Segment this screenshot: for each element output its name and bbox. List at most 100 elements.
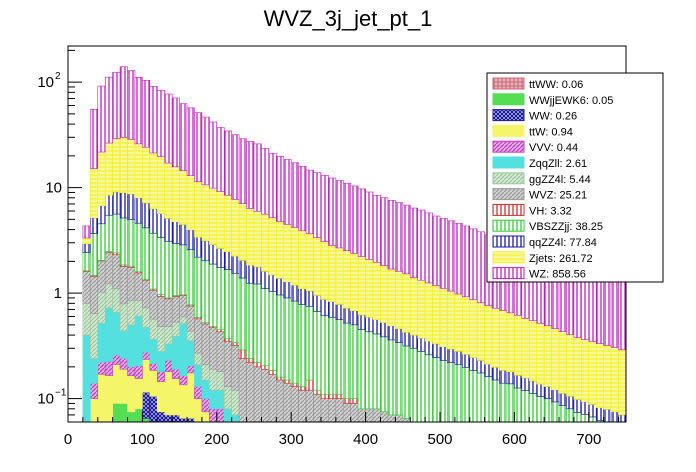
- legend-label: Zjets: 261.72: [529, 253, 593, 265]
- bar-WZ-50: [439, 218, 448, 289]
- bar-WVZ-29: [283, 382, 292, 423]
- bar-ggZZ4l-15: [179, 316, 188, 324]
- bar-ttW-18: [201, 411, 210, 423]
- bar-VBSZZjj-17: [194, 256, 203, 318]
- bar-WZ-9: [134, 77, 143, 145]
- bar-Zjets-70: [588, 341, 597, 405]
- bar-qqZZ4l-10: [142, 202, 151, 229]
- bar-Zjets-34: [320, 241, 329, 300]
- bar-ZqqZll-14: [171, 335, 180, 370]
- bar-qqZZ4l-32: [305, 290, 314, 307]
- series-Zjets: [82, 137, 627, 416]
- bar-VBSZZjj-36: [335, 319, 344, 395]
- bar-VVV-4: [97, 362, 106, 375]
- bar-VBSZZjj-16: [186, 249, 195, 306]
- bar-ZqqZll-13: [164, 343, 173, 361]
- legend-swatch: [492, 77, 525, 90]
- bar-ttW-8: [127, 375, 136, 413]
- bar-ZqqZll-22: [231, 414, 240, 423]
- bar-Zjets-71: [595, 343, 604, 408]
- bar-ggZZ4l-16: [186, 330, 195, 341]
- bar-ggZZ4l-11: [149, 318, 158, 340]
- bar-qqZZ4l-12: [156, 213, 166, 238]
- bar-WZ-42: [380, 197, 389, 266]
- bar-Zjets-51: [447, 290, 456, 350]
- bar-VH-23: [238, 349, 247, 359]
- bar-WZ-54: [469, 228, 478, 301]
- bar-VVV-12: [156, 371, 166, 382]
- bar-qqZZ4l-9: [134, 197, 143, 224]
- bar-qqZZ4l-71: [595, 407, 604, 421]
- bar-qqZZ4l-21: [223, 251, 232, 270]
- bar-Zjets-3: [90, 168, 99, 219]
- legend: ttWW: 0.06 WWjjEWK6: 0.05 WW: 0.26 ttW: 0.9…: [486, 72, 664, 283]
- bar-VBSZZjj-28: [276, 294, 285, 378]
- bar-WVZ-4: [97, 260, 106, 293]
- bar-qqZZ4l-43: [387, 325, 396, 341]
- bar-Zjets-74: [618, 349, 627, 416]
- bar-WZ-14: [171, 97, 180, 168]
- bar-qqZZ4l-64: [543, 386, 552, 399]
- bar-WVZ-11: [149, 289, 158, 320]
- legend-label: ZqqZll: 2.61: [529, 158, 587, 170]
- bar-VBSZZjj-43: [387, 339, 396, 416]
- bar-WZ-11: [149, 85, 158, 154]
- bar-Zjets-43: [387, 268, 396, 327]
- bar-Zjets-72: [603, 345, 612, 410]
- bar-VBSZZjj-11: [149, 232, 158, 290]
- bar-WVZ-24: [246, 362, 255, 423]
- bar-VVV-3: [90, 382, 99, 399]
- bar-VBSZZjj-69: [581, 413, 590, 423]
- bar-ZqqZll-19: [209, 389, 218, 410]
- bar-qqZZ4l-67: [566, 396, 575, 410]
- bar-WZ-17: [194, 112, 203, 182]
- bar-Zjets-41: [372, 261, 381, 320]
- bar-Zjets-67: [566, 334, 575, 397]
- bar-VBSZZjj-20: [216, 267, 225, 330]
- bar-WZ-53: [462, 225, 471, 298]
- bar-WVZ-42: [380, 411, 389, 423]
- bar-WZ-31: [298, 166, 307, 232]
- bar-WZ-10: [142, 79, 151, 148]
- bar-qqZZ4l-38: [350, 310, 359, 326]
- bar-qqZZ4l-13: [164, 218, 173, 242]
- bar-qqZZ4l-52: [454, 351, 463, 365]
- bar-VBSZZjj-68: [573, 412, 582, 423]
- legend-swatch: [492, 140, 525, 153]
- bar-WW-11: [149, 396, 158, 423]
- bar-VBSZZjj-48: [424, 354, 433, 423]
- bar-qqZZ4l-11: [149, 208, 158, 234]
- bar-ZqqZll-11: [149, 338, 158, 364]
- bar-Zjets-2: [82, 237, 91, 245]
- bar-WW-16: [186, 418, 195, 423]
- bar-qqZZ4l-50: [439, 346, 448, 361]
- bar-ttW-7: [119, 368, 128, 404]
- bar-VBSZZjj-6: [112, 213, 121, 254]
- bar-WVZ-13: [164, 298, 173, 328]
- bar-WZ-8: [127, 70, 136, 140]
- bar-VH-20: [216, 329, 225, 333]
- bar-Zjets-44: [395, 270, 404, 329]
- bar-WVZ-28: [276, 379, 285, 423]
- bar-WZ-41: [372, 194, 381, 263]
- bar-WZ-23: [238, 138, 247, 204]
- bar-Zjets-19: [209, 187, 218, 245]
- bar-WZ-43: [387, 199, 396, 270]
- bar-ggZZ4l-18: [201, 364, 210, 381]
- bar-Zjets-39: [357, 256, 366, 316]
- bar-VBSZZjj-12: [156, 237, 166, 295]
- bar-WVZ-31: [298, 389, 307, 423]
- bar-WVZ-40: [365, 408, 374, 423]
- bar-WVZ-41: [372, 408, 381, 423]
- bar-Zjets-40: [365, 259, 374, 318]
- legend-label: WZ: 858.56: [529, 269, 586, 281]
- bar-ZqqZll-17: [194, 364, 203, 387]
- bar-WZ-33: [313, 172, 322, 239]
- bar-WZ-27: [268, 152, 277, 219]
- bar-WZ-34: [320, 175, 329, 243]
- bar-WZ-6: [112, 71, 121, 139]
- bar-ZqqZll-18: [201, 379, 210, 399]
- bar-WZ-51: [447, 220, 456, 292]
- bar-WVZ-10: [142, 279, 151, 309]
- bar-VVV-11: [149, 363, 158, 371]
